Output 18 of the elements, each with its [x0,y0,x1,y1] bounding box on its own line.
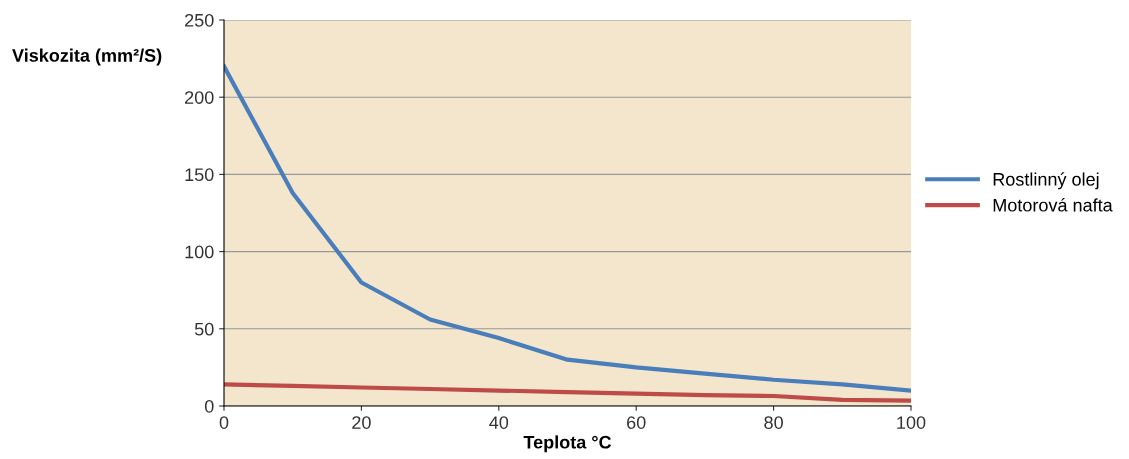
legend-label: Motorová nafta [993,198,1113,212]
line-series [224,64,911,393]
y-tick-label: 200 [185,91,214,104]
legend-label: Rostlinný olej [993,172,1099,190]
y-tick-label: 50 [194,322,214,336]
x-tick-label: 100 [897,416,926,429]
y-tick-label: 100 [185,245,214,259]
x-tick-label: 80 [764,416,783,429]
y-tick-label: 250 [185,13,214,27]
y-tick-label: 0 [204,399,214,413]
x-tick-label: 40 [489,416,509,429]
y-tick-label: 150 [185,168,214,182]
line-series [224,382,911,403]
x-tick-label: 0 [219,416,229,429]
x-tick-label: 60 [627,416,646,429]
x-axis-title: Teplota °C [523,435,612,453]
y-axis-title: Viskozita (mm²/S) [12,48,162,66]
x-tick-label: 20 [352,416,371,429]
